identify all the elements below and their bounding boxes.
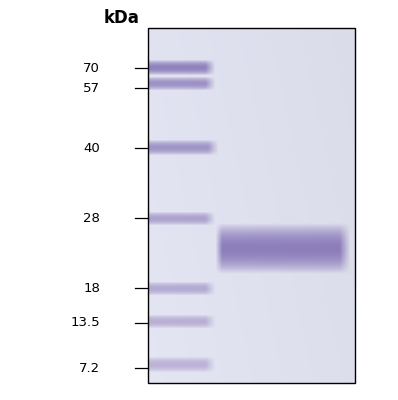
Text: 70: 70 (83, 62, 100, 74)
Bar (148, 28, 355, 383)
Text: 28: 28 (83, 212, 100, 224)
Text: 7.2: 7.2 (79, 362, 100, 374)
Text: 13.5: 13.5 (70, 316, 100, 330)
Text: 18: 18 (83, 282, 100, 294)
Text: 57: 57 (83, 82, 100, 94)
Text: kDa: kDa (104, 9, 140, 27)
Text: 40: 40 (83, 142, 100, 154)
